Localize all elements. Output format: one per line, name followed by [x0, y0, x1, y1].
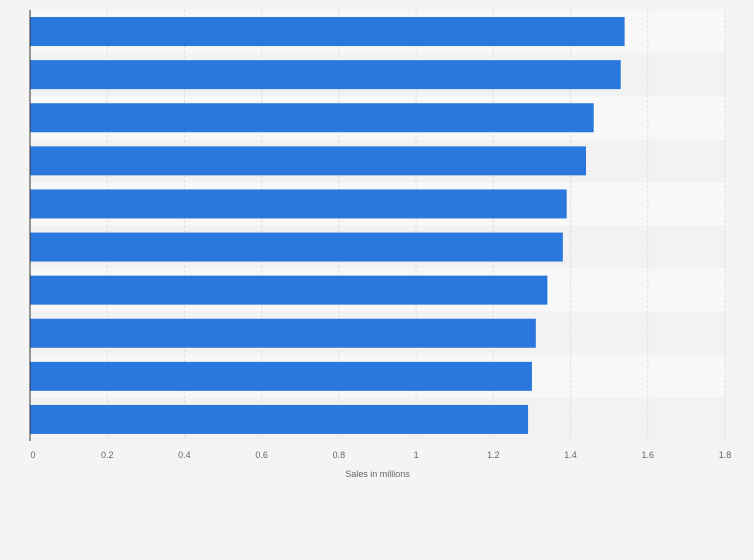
x-axis-title: Sales in millions — [345, 469, 410, 479]
bar[interactable] — [30, 146, 586, 176]
x-tick-label: 0.4 — [178, 450, 191, 460]
bar[interactable] — [30, 404, 529, 434]
x-tick-label: 0.2 — [101, 450, 114, 460]
x-tick-label: 1.6 — [642, 450, 655, 460]
bar[interactable] — [30, 361, 532, 391]
bar[interactable] — [30, 232, 563, 262]
bar[interactable] — [30, 103, 594, 133]
x-tick-label: 1.4 — [564, 450, 577, 460]
x-axis-ticks: 0 0.2 0.4 0.6 0.8 1 1.2 1.4 1.6 1.8 — [30, 450, 731, 460]
x-tick-label: 1.8 — [719, 450, 732, 460]
x-tick-label: 0.8 — [333, 450, 346, 460]
x-tick-label: 1.2 — [487, 450, 500, 460]
x-tick-label: 1 — [414, 450, 419, 460]
bar[interactable] — [30, 60, 621, 90]
x-tick-label: 0.6 — [255, 450, 268, 460]
bar[interactable] — [30, 17, 625, 47]
x-tick-label: 0 — [30, 450, 35, 460]
bar[interactable] — [30, 275, 548, 305]
bar[interactable] — [30, 189, 567, 219]
bar[interactable] — [30, 318, 536, 348]
bars — [30, 17, 625, 434]
